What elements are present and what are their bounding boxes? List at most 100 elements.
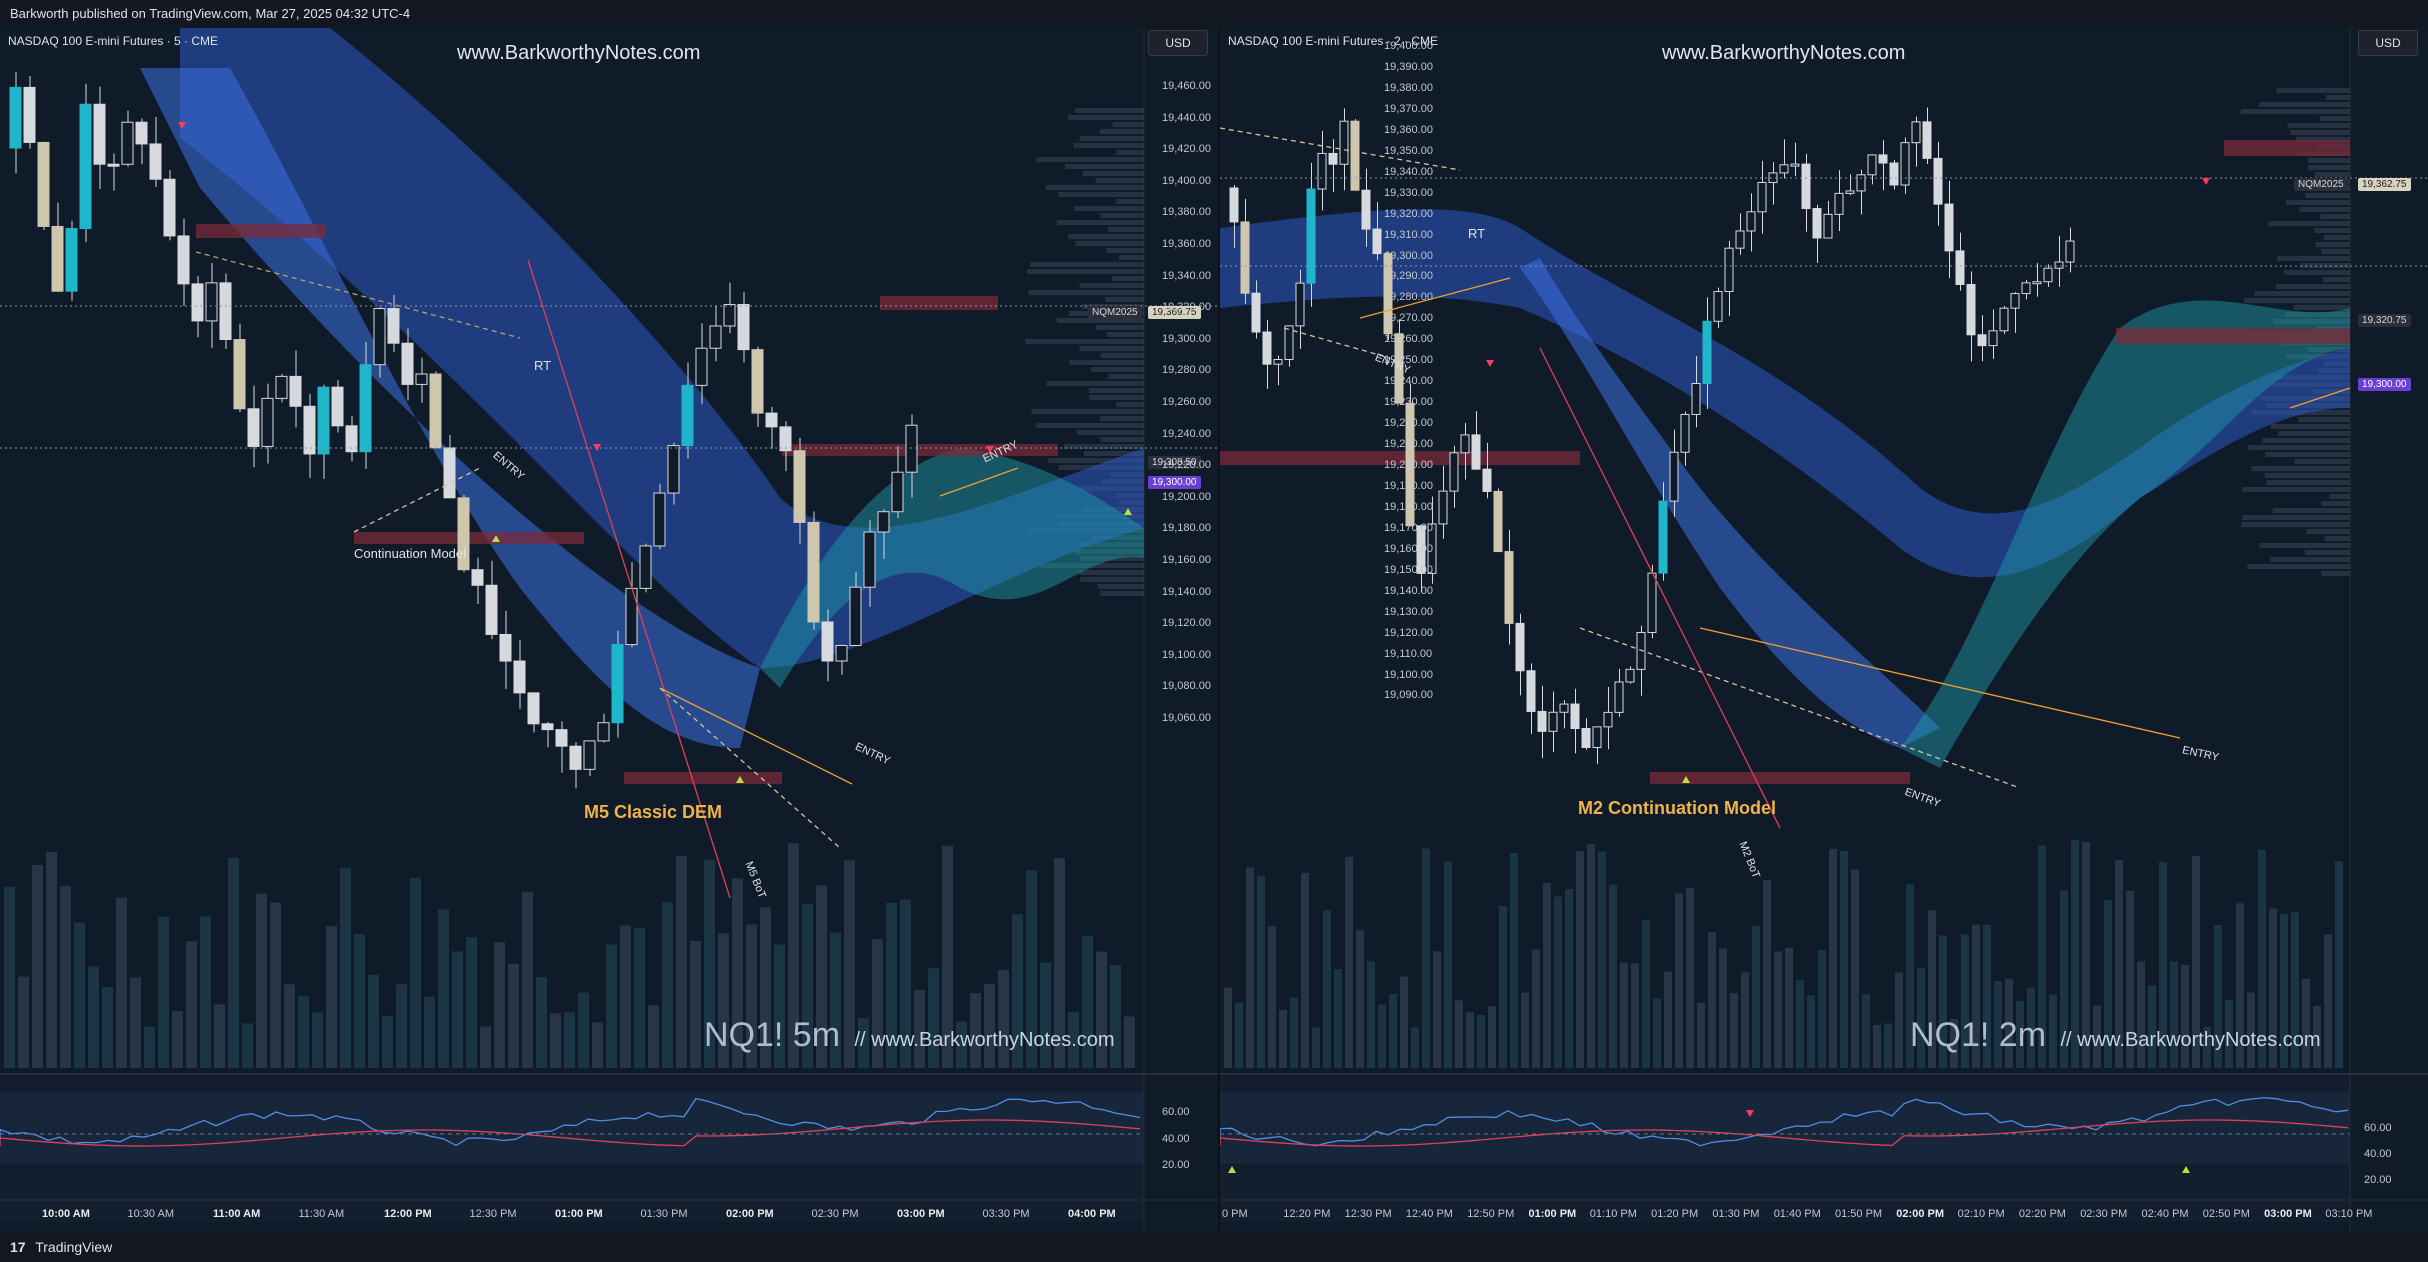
candle-body: [653, 492, 666, 547]
candle-body: [1394, 333, 1404, 404]
publish-header: Barkworth published on TradingView.com, …: [0, 0, 2428, 28]
time-tick: 01:10 PM: [1589, 1208, 1637, 1220]
time-tick: 12:50 PM: [1467, 1208, 1515, 1220]
candle-body: [191, 283, 204, 322]
candle-body: [23, 86, 36, 143]
candle-body: [233, 339, 246, 410]
volume-bar: [438, 909, 449, 1068]
price-tick: 19,230.00: [1384, 396, 1433, 409]
volume-profile-bar: [1069, 360, 1144, 365]
chart-canvas-5m[interactable]: [0, 28, 1218, 1232]
watermark-site: // www.BarkworthyNotes.com: [854, 1029, 1115, 1051]
volume-profile-bar: [1090, 367, 1144, 372]
symbol-title[interactable]: NASDAQ 100 E-mini Futures · 5 · CME: [8, 34, 219, 48]
symbol-title[interactable]: NASDAQ 100 E-mini Futures · 2 · CME: [1228, 34, 1439, 48]
model-label: M2 Continuation Model: [1578, 798, 1776, 818]
volume-profile-bar: [1106, 248, 1144, 253]
time-tick: 03:00 PM: [2264, 1208, 2312, 1220]
oscillator-fast-line: [1220, 1097, 2349, 1147]
volume-bar: [396, 984, 407, 1068]
volume-bar: [1356, 930, 1364, 1068]
chart-canvas-2m[interactable]: [1220, 28, 2428, 1232]
volume-bar: [690, 940, 701, 1068]
volume-profile-bar: [2270, 424, 2350, 429]
volume-bar: [788, 843, 799, 1068]
oscillator-tick: 20.00: [1162, 1159, 1190, 1171]
candle-body: [373, 308, 386, 366]
volume-profile-bar: [1074, 206, 1144, 211]
price-tick: 19,380.00: [1162, 206, 1211, 219]
buy-signal-icon: [1124, 508, 1132, 515]
volume-profile-bar: [1079, 346, 1144, 351]
candle-body: [1592, 726, 1602, 749]
supply-demand-zone: [2224, 140, 2350, 156]
volume-bar: [858, 1018, 869, 1068]
candle-body: [303, 405, 316, 455]
tradingview-brand[interactable]: TradingView: [35, 1239, 113, 1255]
candle-body: [1284, 325, 1294, 361]
candle-body: [1405, 402, 1415, 527]
candle-body: [1856, 174, 1866, 192]
volume-bar: [1972, 924, 1980, 1068]
volume-bar: [2060, 890, 2068, 1068]
chart-panel-5m[interactable]: NASDAQ 100 E-mini Futures · 5 · CME www.…: [0, 28, 1218, 1232]
volume-bar: [2269, 908, 2277, 1068]
volume-profile-bar: [1078, 570, 1144, 575]
volume-bar: [2291, 912, 2299, 1068]
trend-line: [1220, 127, 1461, 171]
price-tick: 19,160.00: [1162, 554, 1211, 566]
volume-bar: [452, 951, 463, 1068]
volume-bar: [1884, 1023, 1892, 1068]
trend-line: [659, 687, 853, 785]
candle-body: [135, 121, 148, 145]
candle-body: [681, 384, 694, 447]
tradingview-footer[interactable]: 17 TradingView: [0, 1232, 2428, 1262]
volume-bar: [1400, 976, 1408, 1068]
candle-body: [1427, 523, 1437, 574]
candle-body: [163, 178, 176, 237]
volume-bar: [1994, 981, 2002, 1068]
price-tick: 19,160.00: [1384, 542, 1433, 555]
candle-body: [289, 375, 302, 407]
volume-bar: [2192, 856, 2200, 1068]
time-tick: 10:00 AM: [42, 1208, 90, 1220]
volume-profile-bar: [1108, 227, 1144, 232]
candle-body: [821, 621, 834, 662]
candle-body: [1922, 121, 1932, 159]
volume-bar: [998, 969, 1009, 1068]
volume-bar: [1378, 1004, 1386, 1068]
volume-bar: [88, 966, 99, 1068]
price-tick: 19,400.00: [1384, 40, 1433, 52]
price-tick: 19,240.00: [1162, 427, 1211, 440]
volume-bar: [760, 907, 771, 1068]
price-tick: 19,310.00: [1384, 228, 1433, 241]
volume-bar: [1082, 935, 1093, 1068]
volume-profile-bar: [2321, 571, 2350, 576]
watermark-site: // www.BarkworthyNotes.com: [2060, 1029, 2321, 1051]
price-tick: 19,460.00: [1162, 80, 1211, 92]
volume-bar: [312, 1012, 323, 1068]
time-tick: 03:30 PM: [982, 1208, 1030, 1220]
price-tick: 19,240.00: [1384, 375, 1433, 388]
last-price-tag: 19,308.50: [1148, 456, 1201, 469]
candle-body: [1449, 452, 1459, 492]
volume-bar: [1290, 997, 1298, 1068]
currency-button[interactable]: USD: [1148, 30, 1208, 56]
candle-body: [779, 426, 792, 452]
time-tick: 10:30 AM: [127, 1208, 174, 1220]
volume-bar: [354, 934, 365, 1068]
candle-body: [1361, 189, 1371, 230]
volume-profile-bar: [1074, 549, 1144, 554]
price-tick: 19,260.00: [1162, 396, 1211, 408]
currency-button[interactable]: USD: [2358, 30, 2418, 56]
candle-body: [1416, 525, 1426, 574]
volume-profile-bar: [1048, 458, 1144, 463]
candle-body: [1724, 247, 1734, 293]
chart-panel-2m[interactable]: NASDAQ 100 E-mini Futures · 2 · CME www.…: [1220, 28, 2428, 1232]
price-tick: 19,440.00: [1162, 111, 1211, 124]
candle-body: [1240, 221, 1250, 294]
time-tick: 01:40 PM: [1773, 1208, 1821, 1220]
volume-profile-bar: [1045, 185, 1144, 190]
volume-bar: [368, 974, 379, 1068]
volume-bar: [732, 878, 743, 1068]
